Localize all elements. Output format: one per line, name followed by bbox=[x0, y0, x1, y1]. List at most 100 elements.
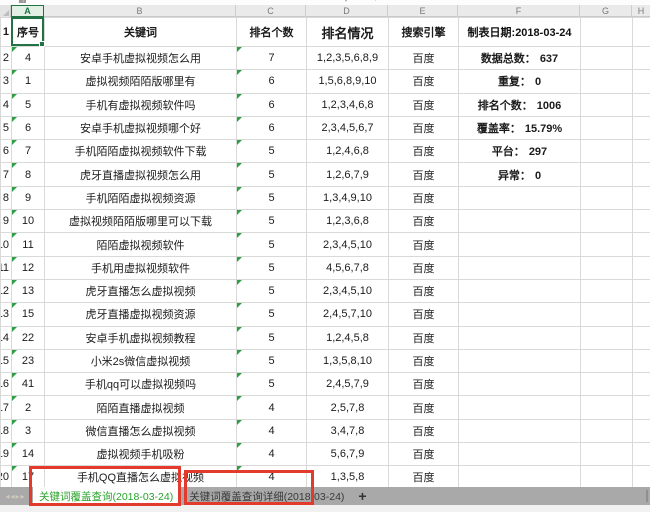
empty-cell[interactable] bbox=[632, 17, 650, 47]
rank-count-cell[interactable]: 5 bbox=[236, 209, 307, 234]
keyword-cell[interactable]: 虚拟视频手机吸粉 bbox=[44, 442, 237, 467]
keyword-cell[interactable]: 虎牙直播怎么虚拟视频 bbox=[44, 278, 237, 304]
rank-count-cell[interactable]: 5 bbox=[236, 372, 307, 397]
sheet-tab-inactive[interactable]: 关键词覆盖查询详细(2018-03-24) bbox=[189, 490, 345, 503]
column-header-a[interactable]: A bbox=[11, 5, 44, 17]
empty-cell[interactable] bbox=[580, 185, 633, 211]
keyword-cell[interactable]: 陌陌直播虚拟视频 bbox=[44, 395, 237, 420]
empty-cell[interactable] bbox=[632, 278, 650, 304]
empty-cell[interactable] bbox=[580, 92, 633, 117]
empty-cell[interactable] bbox=[632, 115, 650, 141]
stat-cell[interactable] bbox=[458, 185, 581, 211]
ranks-cell[interactable]: 2,4,5,7,10 bbox=[306, 302, 389, 327]
rank-count-cell[interactable]: 5 bbox=[236, 139, 307, 164]
engine-cell[interactable]: 百度 bbox=[388, 325, 459, 350]
ranks-cell[interactable]: 1,2,3,5,6,8,9 bbox=[306, 45, 389, 71]
ranks-cell[interactable]: 1,2,4,6,8 bbox=[306, 139, 389, 164]
row-header[interactable]: 9 bbox=[0, 209, 12, 234]
stat-cell[interactable]: 数据总数： 637 bbox=[458, 45, 581, 71]
engine-cell[interactable]: 百度 bbox=[388, 418, 459, 444]
header-rank-count-cell[interactable]: 排名个数 bbox=[236, 17, 307, 47]
header-serial-cell[interactable]: 序号 bbox=[11, 17, 45, 47]
column-header-d[interactable]: D bbox=[306, 5, 388, 17]
empty-cell[interactable] bbox=[580, 465, 633, 490]
empty-cell[interactable] bbox=[580, 115, 633, 141]
stat-cell[interactable]: 重复： 0 bbox=[458, 69, 581, 94]
empty-cell[interactable] bbox=[580, 325, 633, 350]
keyword-cell[interactable]: 手机QQ直播怎么虚拟视频 bbox=[44, 465, 237, 490]
engine-cell[interactable]: 百度 bbox=[388, 442, 459, 467]
stat-cell[interactable] bbox=[458, 325, 581, 350]
stat-cell[interactable] bbox=[458, 278, 581, 304]
rank-count-cell[interactable]: 6 bbox=[236, 69, 307, 94]
row-header[interactable]: 13 bbox=[0, 302, 12, 327]
engine-cell[interactable]: 百度 bbox=[388, 395, 459, 420]
header-date-cell[interactable]: 制表日期:2018-03-24 bbox=[458, 17, 581, 47]
sheet-nav-arrows-icon[interactable]: ◂◂▸▸ bbox=[5, 491, 26, 501]
empty-cell[interactable] bbox=[632, 395, 650, 420]
serial-cell[interactable]: 9 bbox=[11, 185, 45, 211]
empty-cell[interactable] bbox=[580, 209, 633, 234]
engine-cell[interactable]: 百度 bbox=[388, 185, 459, 211]
engine-cell[interactable]: 百度 bbox=[388, 69, 459, 94]
empty-cell[interactable] bbox=[632, 185, 650, 211]
stat-cell[interactable] bbox=[458, 209, 581, 234]
add-sheet-button[interactable]: + bbox=[358, 488, 367, 504]
empty-cell[interactable] bbox=[632, 302, 650, 327]
row-header[interactable]: 7 bbox=[0, 162, 12, 187]
stat-cell[interactable]: 异常： 0 bbox=[458, 162, 581, 187]
serial-cell[interactable]: 17 bbox=[11, 465, 45, 490]
serial-cell[interactable]: 4 bbox=[11, 45, 45, 71]
empty-cell[interactable] bbox=[580, 139, 633, 164]
serial-cell[interactable]: 15 bbox=[11, 302, 45, 327]
row-header[interactable]: 12 bbox=[0, 278, 12, 304]
empty-cell[interactable] bbox=[580, 442, 633, 467]
empty-cell[interactable] bbox=[632, 139, 650, 164]
engine-cell[interactable]: 百度 bbox=[388, 465, 459, 490]
stat-cell[interactable]: 平台： 297 bbox=[458, 139, 581, 164]
row-header[interactable]: 14 bbox=[0, 325, 12, 350]
rank-count-cell[interactable]: 6 bbox=[236, 92, 307, 117]
column-header-f[interactable]: F bbox=[458, 5, 580, 17]
row-header[interactable]: 16 bbox=[0, 372, 12, 397]
keyword-cell[interactable]: 安卓手机虚拟视频哪个好 bbox=[44, 115, 237, 141]
serial-cell[interactable]: 14 bbox=[11, 442, 45, 467]
serial-cell[interactable]: 1 bbox=[11, 69, 45, 94]
serial-cell[interactable]: 2 bbox=[11, 395, 45, 420]
keyword-cell[interactable]: 小米2s微信虚拟视频 bbox=[44, 348, 237, 374]
ranks-cell[interactable]: 1,2,3,4,6,8 bbox=[306, 92, 389, 117]
row-header[interactable]: 20 bbox=[0, 465, 12, 490]
engine-cell[interactable]: 百度 bbox=[388, 162, 459, 187]
ranks-cell[interactable]: 1,3,5,8 bbox=[306, 465, 389, 490]
keyword-cell[interactable]: 手机qq可以虚拟视频吗 bbox=[44, 372, 237, 397]
rank-count-cell[interactable]: 5 bbox=[236, 325, 307, 350]
ranks-cell[interactable]: 1,3,4,9,10 bbox=[306, 185, 389, 211]
ranks-cell[interactable]: 1,2,6,7,9 bbox=[306, 162, 389, 187]
engine-cell[interactable]: 百度 bbox=[388, 115, 459, 141]
empty-cell[interactable] bbox=[580, 69, 633, 94]
empty-cell[interactable] bbox=[580, 232, 633, 257]
engine-cell[interactable]: 百度 bbox=[388, 372, 459, 397]
ranks-cell[interactable]: 2,4,5,7,9 bbox=[306, 372, 389, 397]
keyword-cell[interactable]: 安卓手机虚拟视频怎么用 bbox=[44, 45, 237, 71]
empty-cell[interactable] bbox=[580, 418, 633, 444]
empty-cell[interactable] bbox=[632, 418, 650, 444]
ranks-cell[interactable]: 3,4,7,8 bbox=[306, 418, 389, 444]
ranks-cell[interactable]: 2,3,4,5,10 bbox=[306, 232, 389, 257]
header-rank-status-cell[interactable]: 排名情况 bbox=[306, 17, 389, 47]
column-header-c[interactable]: C bbox=[236, 5, 306, 17]
keyword-cell[interactable]: 手机陌陌虚拟视频软件下载 bbox=[44, 139, 237, 164]
keyword-cell[interactable]: 手机用虚拟视频软件 bbox=[44, 255, 237, 280]
keyword-cell[interactable]: 虚拟视频陌陌版哪里可以下载 bbox=[44, 209, 237, 234]
empty-cell[interactable] bbox=[632, 92, 650, 117]
keyword-cell[interactable]: 手机陌陌虚拟视频资源 bbox=[44, 185, 237, 211]
empty-cell[interactable] bbox=[632, 209, 650, 234]
serial-cell[interactable]: 22 bbox=[11, 325, 45, 350]
column-header-h[interactable]: H bbox=[637, 6, 645, 16]
select-all-corner[interactable] bbox=[0, 5, 11, 17]
serial-cell[interactable]: 41 bbox=[11, 372, 45, 397]
row-header[interactable]: 15 bbox=[0, 348, 12, 374]
stat-cell[interactable] bbox=[458, 302, 581, 327]
empty-cell[interactable] bbox=[632, 255, 650, 280]
column-header-b[interactable]: B bbox=[44, 5, 236, 17]
